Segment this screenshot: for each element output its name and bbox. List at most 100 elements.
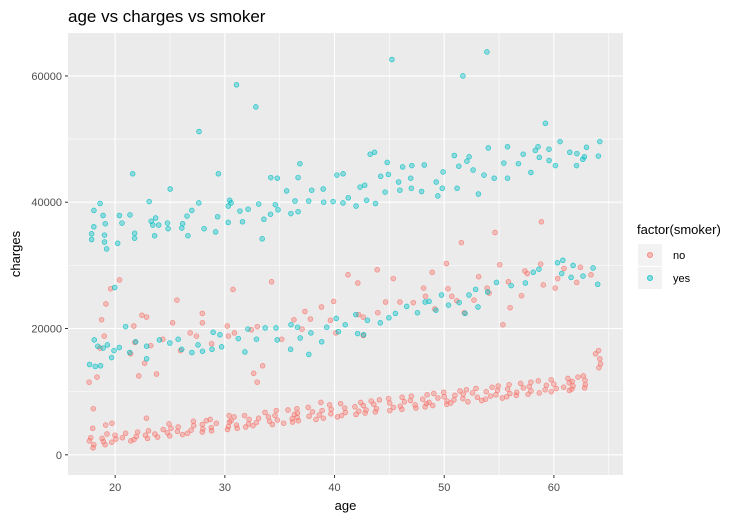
data-point-yes [532,147,539,154]
data-point-yes [146,198,152,205]
data-point-no [570,383,576,389]
legend-title: factor(smoker) [637,222,721,237]
data-point-yes [95,343,101,349]
data-point-no [326,402,333,408]
x-axis-title: age [335,498,357,513]
data-point-no [500,321,506,328]
data-point-no [208,340,215,347]
data-point-no [330,298,337,305]
data-point-yes [583,144,590,151]
data-point-no [495,383,501,389]
data-point-no [319,407,325,414]
data-point-yes [386,315,392,321]
data-point-yes [439,185,446,192]
data-point-yes [590,265,596,271]
data-point-yes [148,218,154,224]
data-point-no [102,422,109,428]
data-point-no [422,293,429,300]
data-point-yes [235,335,242,342]
data-point-no [175,424,181,430]
data-point-no [231,414,237,420]
data-point-no [342,409,349,416]
data-point-no [382,299,389,305]
data-point-yes [261,216,267,223]
data-point-no [569,378,575,385]
data-point-yes [414,309,421,316]
data-point-no [474,394,481,401]
data-point-no [408,393,415,399]
data-point-no [431,390,437,397]
data-point-no [294,410,301,416]
data-point-no [199,421,206,428]
data-point-no [424,392,430,398]
data-point-yes [364,317,371,324]
data-point-no [482,396,489,402]
legend-swatch-yes [647,274,654,281]
data-point-yes [570,262,576,269]
data-point-no [536,390,543,396]
data-point-no [268,279,275,285]
data-point-yes [273,325,279,331]
data-point-no [372,409,379,415]
data-point-no [299,326,305,332]
data-point-no [360,314,366,320]
data-point-no [419,396,426,402]
data-point-no [109,439,115,445]
data-point-yes [573,162,580,169]
data-point-no [520,385,527,391]
legend-label-no: no [673,250,685,262]
data-point-no [313,416,319,423]
data-point-yes [101,239,108,245]
data-point-no [597,356,603,362]
data-point-yes [493,279,500,286]
data-point-yes [111,347,117,354]
data-point-no [259,363,266,369]
data-point-no [386,400,393,406]
data-point-yes [395,179,402,185]
data-point-no [489,384,495,390]
data-point-yes [297,335,303,341]
data-point-yes [597,138,603,145]
data-point-yes [88,231,95,237]
y-tick-label: 20000 [31,324,62,336]
data-point-no [207,416,213,423]
data-point-no [385,395,392,402]
data-point-no [294,414,300,421]
data-point-yes [454,185,460,192]
data-point-no [274,417,281,423]
data-point-no [143,314,150,320]
data-point-yes [178,346,185,353]
data-point-yes [196,128,202,135]
data-point-yes [226,197,233,204]
data-point-no [164,429,171,436]
x-tick-label: 30 [219,482,231,494]
data-point-yes [91,337,98,343]
data-point-yes [287,346,294,353]
data-point-no [374,267,380,273]
data-point-yes [536,154,543,161]
data-point-no [553,385,559,392]
data-point-yes [102,220,109,227]
data-point-yes [209,346,215,353]
data-point-yes [515,160,522,167]
data-point-no [333,330,339,336]
data-point-no [104,431,110,437]
data-point-yes [440,169,446,175]
data-point-no [199,320,206,326]
data-point-no [356,408,362,414]
legend: factor(smoker) no yes [637,222,721,289]
data-point-no [429,402,436,409]
data-point-no [597,361,604,367]
data-point-no [246,416,252,423]
data-point-no [487,393,494,399]
data-point-no [128,438,134,444]
legend-key-no [638,244,662,266]
data-point-yes [536,266,542,272]
data-point-no [213,420,220,426]
data-point-no [226,412,232,419]
x-tick-label: 20 [109,482,121,494]
data-point-no [360,402,367,409]
data-point-no [112,432,118,438]
data-point-no [551,381,557,387]
